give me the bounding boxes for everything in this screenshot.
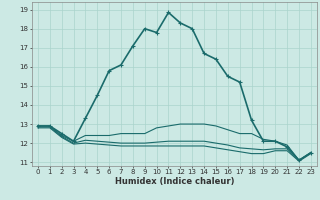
X-axis label: Humidex (Indice chaleur): Humidex (Indice chaleur): [115, 177, 234, 186]
